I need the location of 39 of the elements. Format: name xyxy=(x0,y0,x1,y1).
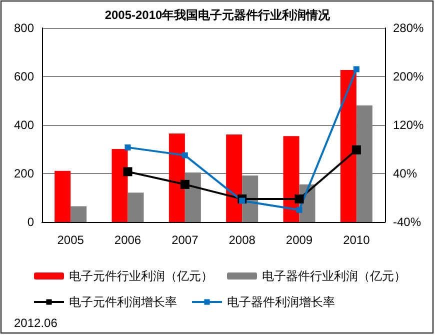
bar xyxy=(54,170,71,222)
x-tick-label: 2006 xyxy=(114,233,142,247)
bar xyxy=(168,133,185,222)
legend-label: 电子元件利润增长率 xyxy=(69,295,177,309)
point xyxy=(124,144,131,150)
legend-label: 电子器件利润增长率 xyxy=(227,295,335,309)
y2-tick-label: 40% xyxy=(393,166,418,180)
point xyxy=(353,66,360,72)
x-tick-label: 2009 xyxy=(286,233,313,247)
point xyxy=(180,180,190,189)
y-tick-label: 800 xyxy=(14,21,34,35)
bar xyxy=(283,136,300,222)
legend-label: 电子器件行业利润（亿元） xyxy=(262,269,406,283)
y2-tick-label: 200% xyxy=(393,70,424,84)
y-tick-label: 200 xyxy=(14,166,34,180)
x-tick-label: 2005 xyxy=(57,233,84,247)
y2-tick-label: 120% xyxy=(393,118,424,132)
x-tick-label: 2008 xyxy=(228,233,256,247)
bar xyxy=(70,206,87,222)
point xyxy=(123,167,132,176)
y-tick-label: 0 xyxy=(27,215,34,229)
bar xyxy=(340,70,356,222)
x-tick-label: 2010 xyxy=(343,233,370,247)
y2-tick-label: 280% xyxy=(393,21,424,35)
y-tick-label: 600 xyxy=(14,70,34,84)
point xyxy=(352,145,361,154)
bar xyxy=(112,149,128,222)
point xyxy=(294,194,304,204)
point xyxy=(182,152,188,158)
y2-tick-label: -40% xyxy=(393,215,422,229)
bar xyxy=(128,192,144,222)
point xyxy=(239,198,246,204)
legend-label: 电子元件行业利润（亿元） xyxy=(69,269,213,283)
x-tick-label: 2007 xyxy=(172,233,199,247)
text: 2012.06 xyxy=(14,316,58,330)
bar xyxy=(226,134,242,222)
y-tick-label: 400 xyxy=(14,118,34,132)
chart-title: 2005-2010年我国电子元器件行业利润情况 xyxy=(104,8,332,22)
point xyxy=(296,206,302,213)
